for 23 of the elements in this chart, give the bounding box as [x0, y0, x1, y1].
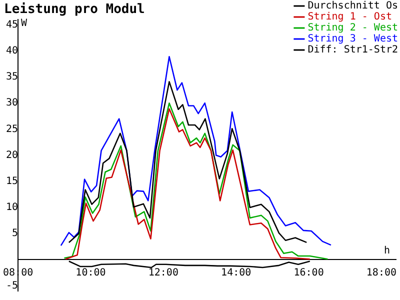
y-tick-label: 40 [6, 46, 18, 57]
y-tick-label: 30 [6, 98, 18, 109]
legend-label: String 2 - West [308, 22, 398, 34]
x-tick-label: 14:00 [221, 267, 252, 278]
y-axis-title: W [21, 18, 28, 30]
y-tick-label: -5 [6, 280, 18, 292]
chart-title: Leistung pro Modul [4, 2, 145, 18]
legend-label: Durchschnitt Os [308, 0, 398, 12]
legend-label: Diff: Str1-Str2 [308, 44, 398, 56]
y-tick-label: 5 [12, 228, 18, 240]
x-axis-title: h [384, 245, 390, 256]
y-tick-label: 35 [6, 72, 18, 83]
y-tick-label: 15 [6, 176, 18, 187]
x-tick-label: 10:00 [76, 267, 106, 278]
legend-label: String 3 - West [308, 34, 398, 45]
legend-label: String 1 - Ost [308, 12, 392, 23]
y-tick-label: 25 [6, 124, 18, 135]
y-tick-label: 45 [6, 19, 18, 30]
x-tick-label: 18:00 [366, 267, 397, 278]
y-tick-label: 20 [6, 150, 18, 161]
x-tick-label: 12:00 [148, 267, 178, 278]
y-tick-label: 10 [6, 202, 18, 214]
x-tick-label: 16:00 [294, 267, 324, 278]
